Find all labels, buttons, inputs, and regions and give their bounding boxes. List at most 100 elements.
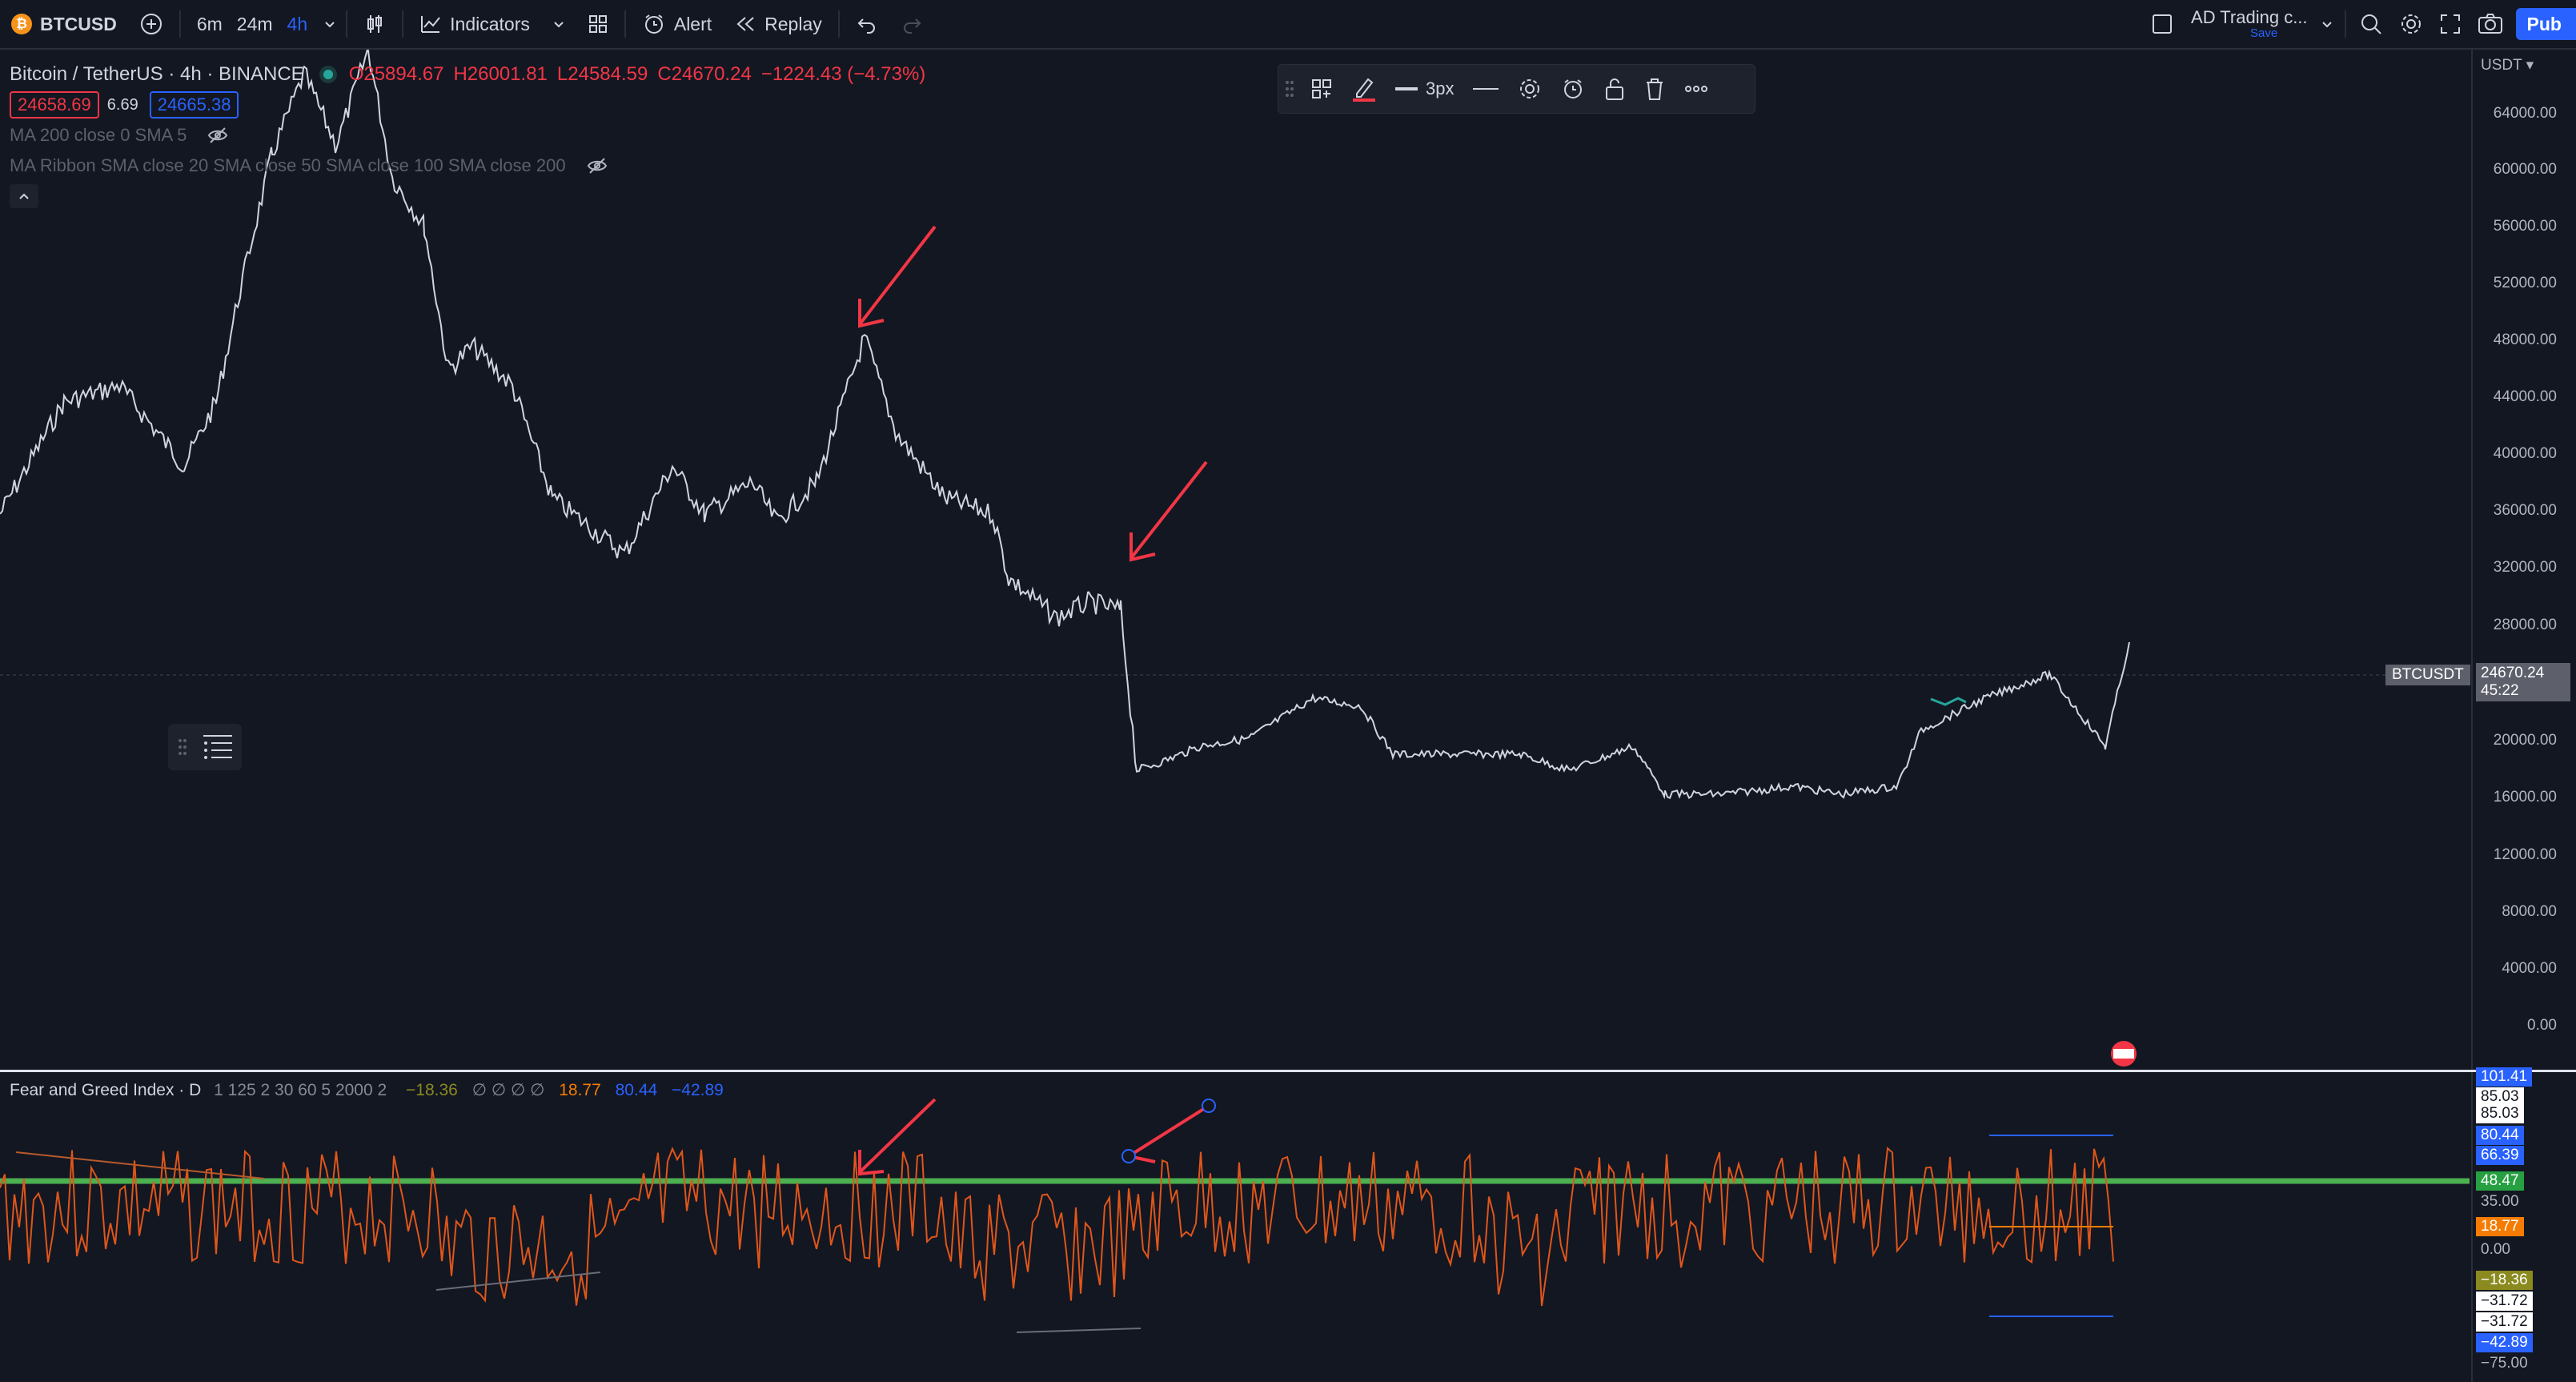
layout-save-status: Save xyxy=(2250,26,2278,40)
more-options-button[interactable] xyxy=(1675,65,1718,113)
template-add-icon xyxy=(1312,79,1331,98)
currency-selector[interactable]: USDT ▾ xyxy=(2481,56,2534,74)
layout-menu-button[interactable]: AD Trading c... Save xyxy=(2185,0,2314,48)
layout-dropdown-button[interactable] xyxy=(2314,0,2340,48)
lock-drawing-button[interactable] xyxy=(1595,65,1635,113)
symbol-search-button[interactable]: ₿ BTCUSD xyxy=(0,0,128,48)
line-style-button[interactable] xyxy=(1463,65,1508,113)
publish-button[interactable]: Pub xyxy=(2515,8,2576,40)
hidden-eye-icon[interactable] xyxy=(207,127,228,144)
legend-collapse-button[interactable] xyxy=(10,184,38,208)
indicators-label: Indicators xyxy=(450,13,530,34)
ribbon-indicator-row[interactable]: MA Ribbon SMA close 20 SMA close 50 SMA … xyxy=(10,151,925,181)
sell-price-button[interactable]: 24658.69 xyxy=(10,91,99,119)
chevron-down-icon xyxy=(325,22,335,28)
ohlc-change: −1224.43 (−4.73%) xyxy=(760,63,926,85)
price-tick: 32000.00 xyxy=(2493,559,2557,576)
highlight-segment xyxy=(1930,697,1967,706)
indicator-axis-label: −42.89 xyxy=(2476,1333,2533,1352)
chart-type-button[interactable] xyxy=(352,0,397,48)
price-tick: 36000.00 xyxy=(2493,502,2557,519)
price-axis[interactable]: USDT ▾ 64000.00 60000.00 56000.00 52000.… xyxy=(2471,50,2576,1070)
line-width-button[interactable]: 3px xyxy=(1386,65,1463,113)
price-chart[interactable] xyxy=(0,50,2470,1070)
drawing-alert-button[interactable] xyxy=(1551,65,1595,113)
checkbox-icon xyxy=(2153,14,2173,34)
spread-value: 6.69 xyxy=(106,95,138,114)
redo-icon xyxy=(903,18,921,34)
indicator-value-1: −18.36 xyxy=(406,1081,458,1099)
arrow-annotation xyxy=(1130,460,1208,562)
line-width-label: 3px xyxy=(1426,78,1455,98)
price-tick: 64000.00 xyxy=(2493,105,2557,122)
fear-greed-plot[interactable] xyxy=(0,1072,2470,1382)
main-chart-pane[interactable]: Bitcoin / TetherUS · 4h · BINANCE O25894… xyxy=(0,50,2470,1070)
buy-price-button[interactable]: 24665.38 xyxy=(149,91,239,119)
indicator-legend[interactable]: Fear and Greed Index · D 1 125 2 30 60 5… xyxy=(10,1080,724,1100)
chevron-down-icon xyxy=(554,22,564,28)
line-width-icon xyxy=(1395,87,1418,90)
ohlc-high: H26001.81 xyxy=(453,63,548,85)
alert-icon xyxy=(644,14,663,34)
redo-button[interactable] xyxy=(889,0,934,48)
chart-legend: Bitcoin / TetherUS · 4h · BINANCE O25894… xyxy=(10,59,925,211)
undo-icon xyxy=(857,18,875,34)
camera-icon xyxy=(2478,14,2502,34)
separator xyxy=(346,10,348,38)
more-icon xyxy=(1685,86,1708,92)
currency-label: USDT xyxy=(2481,57,2522,74)
line-color-button[interactable] xyxy=(1342,65,1386,113)
chevron-up-icon xyxy=(19,193,29,199)
settings-button[interactable] xyxy=(2391,0,2431,48)
interval-24m[interactable]: 24m xyxy=(236,13,273,34)
ohlc-low: L24584.59 xyxy=(556,63,648,85)
bitcoin-logo-icon: ₿ xyxy=(11,14,32,34)
indicators-icon xyxy=(421,16,440,33)
selected-arrow-annotation[interactable] xyxy=(1127,1104,1210,1163)
indicators-button[interactable]: Indicators xyxy=(408,0,576,48)
search-icon xyxy=(2361,14,2381,34)
drag-handle[interactable] xyxy=(1278,65,1301,113)
indicator-axis[interactable]: 101.41 85.03 85.03 80.44 66.39 48.47 35.00 18.7… xyxy=(2471,1067,2576,1382)
arrow-annotation xyxy=(858,225,937,328)
undo-button[interactable] xyxy=(845,0,889,48)
search-button[interactable] xyxy=(2351,0,2391,48)
indicator-axis-label: −31.72 xyxy=(2476,1292,2533,1311)
drawing-settings-button[interactable] xyxy=(1508,65,1551,113)
indicator-value-4: −42.89 xyxy=(672,1081,724,1099)
interval-4h[interactable]: 4h xyxy=(287,13,308,34)
object-tree-widget[interactable] xyxy=(168,724,242,770)
drag-handle-icon xyxy=(179,739,187,755)
ma-indicator-row[interactable]: MA 200 close 0 SMA 5 xyxy=(10,120,925,151)
indicator-axis-label: 85.03 xyxy=(2476,1087,2524,1107)
snapshot-button[interactable] xyxy=(2470,0,2511,48)
fullscreen-icon xyxy=(2440,14,2460,34)
indicator-axis-label: 101.41 xyxy=(2476,1067,2533,1087)
add-symbol-button[interactable] xyxy=(128,0,175,48)
pane-separator[interactable] xyxy=(0,1070,2576,1072)
chart-title[interactable]: Bitcoin / TetherUS · 4h · BINANCE xyxy=(10,63,304,85)
hidden-eye-icon[interactable] xyxy=(587,157,608,175)
settings-icon xyxy=(1520,79,1540,98)
price-tick: 12000.00 xyxy=(2493,846,2557,863)
price-tick: 28000.00 xyxy=(2493,617,2557,633)
list-icon xyxy=(203,735,232,759)
fullscreen-button[interactable] xyxy=(2431,0,2470,48)
drawing-anchor-handle[interactable] xyxy=(1202,1099,1216,1113)
add-to-template-button[interactable] xyxy=(1301,65,1342,113)
price-tick: 52000.00 xyxy=(2493,275,2557,291)
candles-icon xyxy=(367,15,383,33)
indicator-pane[interactable]: Fear and Greed Index · D 1 125 2 30 60 5… xyxy=(0,1072,2470,1382)
templates-button[interactable] xyxy=(576,0,620,48)
arrow-annotation xyxy=(858,1098,937,1176)
replay-button[interactable]: Replay xyxy=(723,0,833,48)
indicator-empty-values: ∅ ∅ ∅ ∅ xyxy=(471,1081,545,1099)
interval-dropdown-button[interactable] xyxy=(319,0,341,48)
interval-6m[interactable]: 6m xyxy=(196,13,223,34)
delete-drawing-button[interactable] xyxy=(1635,65,1675,113)
alert-button[interactable]: Alert xyxy=(631,0,723,48)
layout-checkbox[interactable] xyxy=(2140,0,2185,48)
add-symbol-icon xyxy=(140,14,162,34)
indicator-title: Fear and Greed Index · D xyxy=(10,1081,202,1099)
drawing-anchor-handle[interactable] xyxy=(1121,1149,1136,1163)
